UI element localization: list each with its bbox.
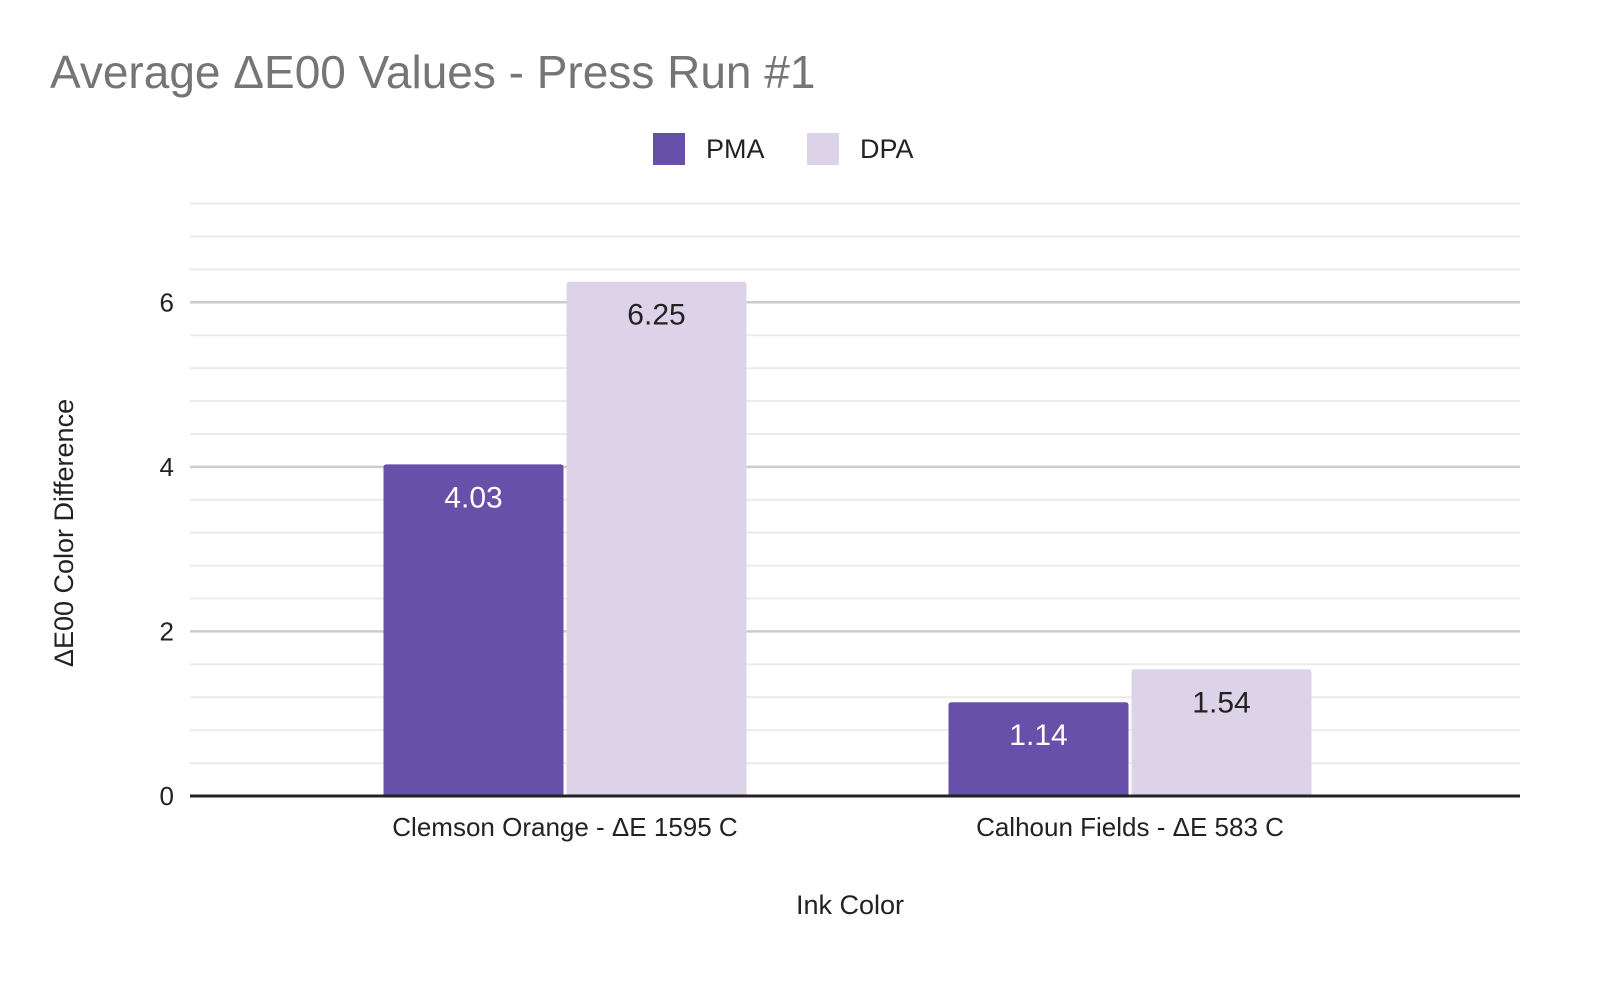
y-tick-label: 2 (160, 616, 174, 646)
bar-dpa (1131, 669, 1312, 796)
data-label: 6.25 (627, 299, 685, 332)
x-axis-title: Ink Color (796, 890, 904, 920)
data-label: 4.03 (444, 481, 502, 514)
y-axis-ticks: 0 2 4 6 (160, 287, 174, 811)
data-label: 1.54 (1192, 686, 1250, 719)
chart-title: Average ΔE00 Values - Press Run #1 (50, 46, 815, 98)
y-axis-title: ΔE00 Color Difference (49, 399, 79, 667)
data-label: 1.14 (1009, 719, 1067, 752)
x-axis-ticks: Clemson Orange - ΔE 1595 C Calhoun Fields… (392, 812, 1284, 842)
legend-label: PMA (706, 134, 765, 164)
y-tick-label: 4 (160, 452, 174, 482)
legend-swatch (807, 133, 839, 165)
y-tick-label: 0 (160, 781, 174, 811)
bar-pma (383, 464, 564, 796)
x-tick-label: Calhoun Fields - ΔE 583 C (976, 812, 1284, 842)
bar-dpa (566, 281, 747, 796)
legend-item-pma: PMA (653, 133, 765, 165)
bars: 4.03 6.25 1.14 1.54 (383, 281, 1312, 796)
legend-item-dpa: DPA (807, 133, 914, 165)
y-tick-label: 6 (160, 287, 174, 317)
legend: PMA DPA (653, 133, 914, 165)
x-tick-label: Clemson Orange - ΔE 1595 C (392, 812, 737, 842)
bar-pma (948, 702, 1129, 796)
legend-label: DPA (860, 134, 914, 164)
legend-swatch (653, 133, 685, 165)
